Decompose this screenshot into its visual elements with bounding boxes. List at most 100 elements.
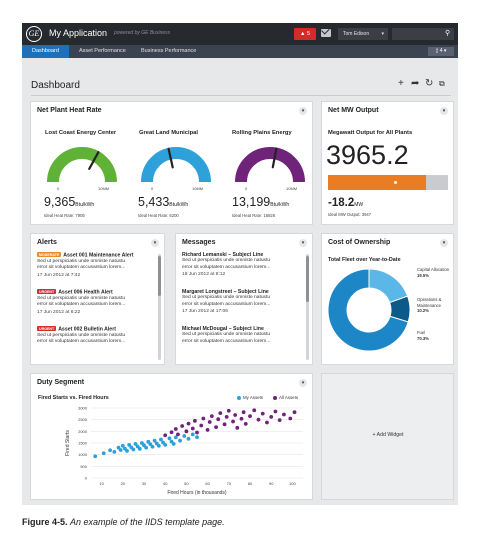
cost-legend-item: Operations & Maintenance 10.2% [417,297,453,314]
ideal-heat-rate: Ideal Heat Rate: 16826 [232,213,276,218]
page-selector-button[interactable]: ▯ 4 ▾ [428,47,454,56]
card-title: Cost of Ownership [328,239,391,246]
tab-dashboard[interactable]: Dashboard [22,45,69,58]
scatter-point [150,444,155,449]
tab-business-performance[interactable]: Business Performance [141,48,197,54]
scatter-point [178,438,182,443]
scatter-point [292,410,297,415]
scatter-point [148,442,153,447]
add-icon[interactable]: + [398,78,404,89]
alert-item[interactable]: URGENT Asset 006 Health Alert Sed ut pers… [37,289,125,316]
scatter-point [233,413,238,417]
figure-text: An example of the IIDS template page. [70,517,225,527]
legend-swatch [237,395,241,400]
top-bar: GE My Application powered by GE Business… [22,23,458,45]
app-title: My Application [49,28,108,38]
legend-percent: 70.3% [417,335,429,341]
heat-rate-value: 9,365Btu/kWh [44,195,94,209]
alert-item[interactable]: URGENT Asset 002 Bulletin Alert Sed ut pe… [37,326,125,346]
mw-subtitle: Megawatt Output for All Plants [328,130,413,136]
y-tick-label: 500 [80,464,87,469]
tab-asset-performance[interactable]: Asset Performance [79,48,126,54]
share-icon[interactable]: ➦ [411,78,420,89]
messages-card: Messages ▾ Richard Lemanski – Subject Li… [175,233,313,365]
legend-all-assets[interactable]: All Assets [273,395,298,400]
scrollbar-thumb[interactable] [158,256,161,296]
main-nav: Dashboard Asset Performance Business Per… [22,45,458,58]
chevron-down-icon[interactable]: ▾ [440,239,448,247]
alert-body: Sed ut perspiciatis unde omniste natustu [37,295,126,301]
page-selector-count: 4 [439,48,443,54]
x-tick-label: 70 [227,481,232,486]
message-item[interactable]: Michael McDougal – Subject Line Sed ut p… [182,326,270,345]
scrollbar-thumb[interactable] [306,256,309,302]
figure-number: Figure 4-5. [22,517,68,527]
user-menu-button[interactable]: Tom Edison ▾ [338,28,388,40]
scatter-point [93,454,98,459]
scatter-point [186,421,191,426]
legend-label: Capital Allocation [417,267,450,272]
y-tick-label: 0 [85,476,88,481]
alert-badge: URGENT [37,326,57,331]
heat-rate-unit: Btu/kWh [169,202,189,208]
y-tick-label: 1500 [78,441,88,446]
message-body: error sit voluptatem accusantium lorem..… [182,301,271,307]
page-title: Dashboard [31,80,80,91]
gauge-arc [141,147,211,183]
chevron-down-icon[interactable]: ▾ [299,107,307,115]
duty-subtitle: Fired Starts vs. Fired Hours [38,395,109,401]
powered-by-label: powered by GE Business [114,30,171,36]
alert-item[interactable]: MODERATE Asset 001 Maintenance Alert Sed … [37,252,133,279]
scatter-point [171,442,176,446]
alerts-button[interactable]: ▲ 5 [294,28,316,40]
x-tick-label: 20 [121,481,126,486]
scrollbar-track[interactable] [306,254,309,360]
net-mw-card: Net MW Output ▾ Megawatt Output for All … [321,101,454,225]
ge-logo-icon[interactable]: GE [26,26,42,42]
duty-segment-card: Duty Segment ▾ Fired Starts vs. Fired Ho… [30,373,313,500]
mw-progress-fill [328,175,427,190]
scatter-point [173,435,178,440]
scatter-point [243,421,248,426]
search-input[interactable] [392,28,454,40]
mw-value: 3965.2 [326,140,409,170]
alerts-card: Alerts ▾ MODERATE Asset 001 Maintenance A… [30,233,165,365]
x-tick-label: 10 [99,481,104,486]
card-title: Net MW Output [328,107,379,114]
message-item[interactable]: Richard Lemanski – Subject Line Sed ut p… [182,252,270,278]
chevron-down-icon[interactable]: ▾ [440,107,448,115]
legend-my-assets[interactable]: My Assets [237,395,263,400]
search-icon[interactable]: ⚲ [445,30,451,37]
layout-icon[interactable]: ⧉ [439,79,445,88]
scrollbar-track[interactable] [158,254,161,360]
legend-label: All Assets [279,395,299,400]
chevron-down-icon[interactable]: ▾ [299,379,307,387]
scatter-point [169,430,174,435]
x-tick-label: 100 [289,481,296,486]
mw-delta: -18.2MW [328,197,363,209]
header-divider [31,95,451,96]
cost-legend-item: Fuel 70.3% [417,330,429,341]
gauge-needle [88,151,100,170]
gauge-needle [271,147,278,169]
alert-title-row: MODERATE Asset 001 Maintenance Alert [37,252,133,259]
y-tick-label: 1000 [78,452,88,457]
card-title: Alerts [37,239,57,246]
scatter-point [273,409,278,414]
chevron-down-icon[interactable]: ▾ [299,239,307,247]
donut-slice [368,268,409,304]
mail-icon[interactable] [321,29,331,37]
heat-rate-gauge [235,147,305,183]
add-widget-label: + Add Widget [372,432,404,438]
scatter-point [184,429,189,434]
chevron-down-icon[interactable]: ▾ [151,239,159,247]
heat-rate-gauge [141,147,211,183]
scatter-point [190,426,195,431]
message-item[interactable]: Margaret Longstreet – Subject Line Sed u… [182,289,270,315]
add-widget-card[interactable]: + Add Widget [321,373,454,500]
y-tick-label: 3000 [78,406,88,411]
refresh-icon[interactable]: ↻ [425,78,434,89]
alert-title: Asset 002 Bulletin Alert [58,326,116,333]
plant-name: Lost Coast Energy Center [45,130,117,136]
scatter-point [120,443,125,448]
